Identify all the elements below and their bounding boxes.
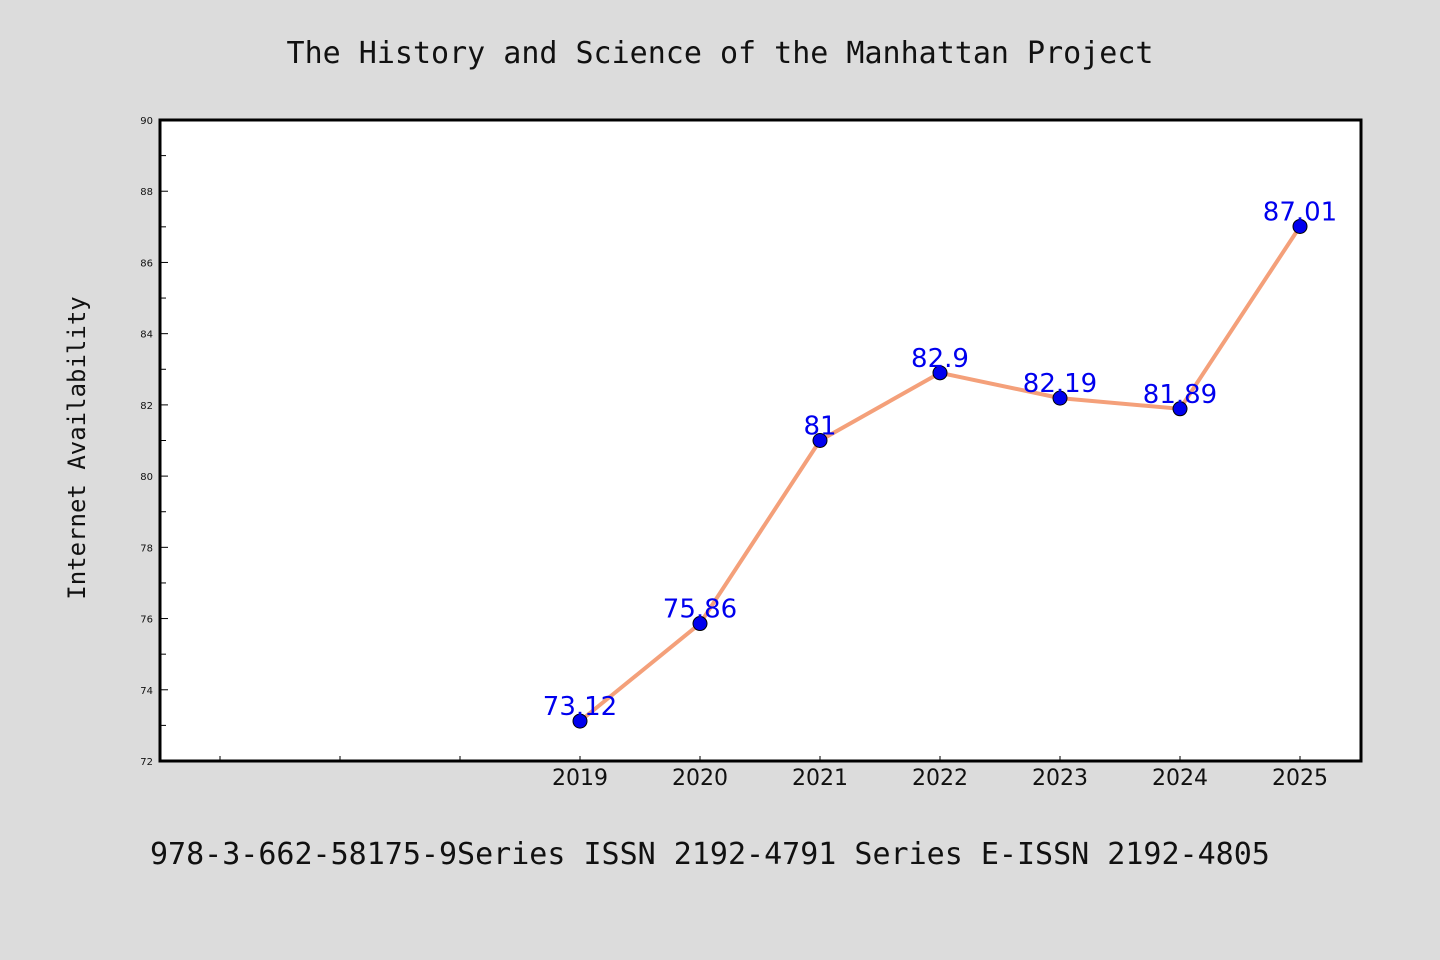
plot-frame — [158, 118, 1363, 763]
series-layer — [572, 218, 1308, 729]
data-point[interactable] — [1172, 401, 1188, 417]
x-tick-label: 2024 — [1152, 766, 1208, 791]
x-tick-label: 2023 — [1032, 766, 1088, 791]
x-tick-label: 2019 — [552, 766, 608, 791]
data-label: 81 — [803, 412, 836, 442]
data-point[interactable] — [1052, 390, 1068, 406]
y-axis-label: Internet Availability — [63, 296, 91, 599]
chart-title: The History and Science of the Manhattan… — [287, 36, 1154, 71]
footer-text: 978-3-662-58175-9Series ISSN 2192-4791 S… — [150, 837, 1270, 872]
y-tick-label: 86 — [140, 258, 153, 269]
x-tick-label: 2021 — [792, 766, 848, 791]
data-label: 82.19 — [1023, 369, 1097, 399]
y-tick-label: 82 — [140, 401, 153, 412]
data-point[interactable] — [812, 433, 828, 448]
plot-area — [160, 120, 1361, 761]
y-tick-label: 74 — [140, 686, 153, 697]
data-label: 82.9 — [911, 344, 969, 374]
data-label: 81.89 — [1143, 380, 1217, 410]
y-tick-label: 84 — [140, 330, 153, 341]
x-tick-label: 2020 — [672, 766, 728, 791]
y-tick-label: 90 — [140, 116, 153, 127]
data-label: 87.01 — [1263, 197, 1337, 227]
axis-ticks: 72 74 76 78 80 82 84 86 88 90 2019 2020 2021 2022 2023… — [140, 116, 1328, 791]
y-tick-label: 78 — [140, 543, 153, 554]
x-tick-label: 2025 — [1272, 766, 1328, 791]
data-labels: 73.12 75.86 81 82.9 82.19 81.89 87.01 — [543, 197, 1337, 722]
y-tick-label: 72 — [140, 757, 153, 768]
data-point[interactable] — [932, 365, 948, 381]
y-tick-label: 76 — [140, 615, 153, 626]
y-tick-label: 80 — [140, 472, 153, 483]
y-tick-label: 88 — [140, 187, 153, 198]
data-point[interactable] — [692, 616, 708, 632]
data-point[interactable] — [1292, 218, 1308, 234]
data-label: 73.12 — [543, 692, 617, 722]
data-point[interactable] — [572, 713, 588, 729]
x-tick-label: 2022 — [912, 766, 968, 791]
data-label: 75.86 — [663, 595, 737, 625]
